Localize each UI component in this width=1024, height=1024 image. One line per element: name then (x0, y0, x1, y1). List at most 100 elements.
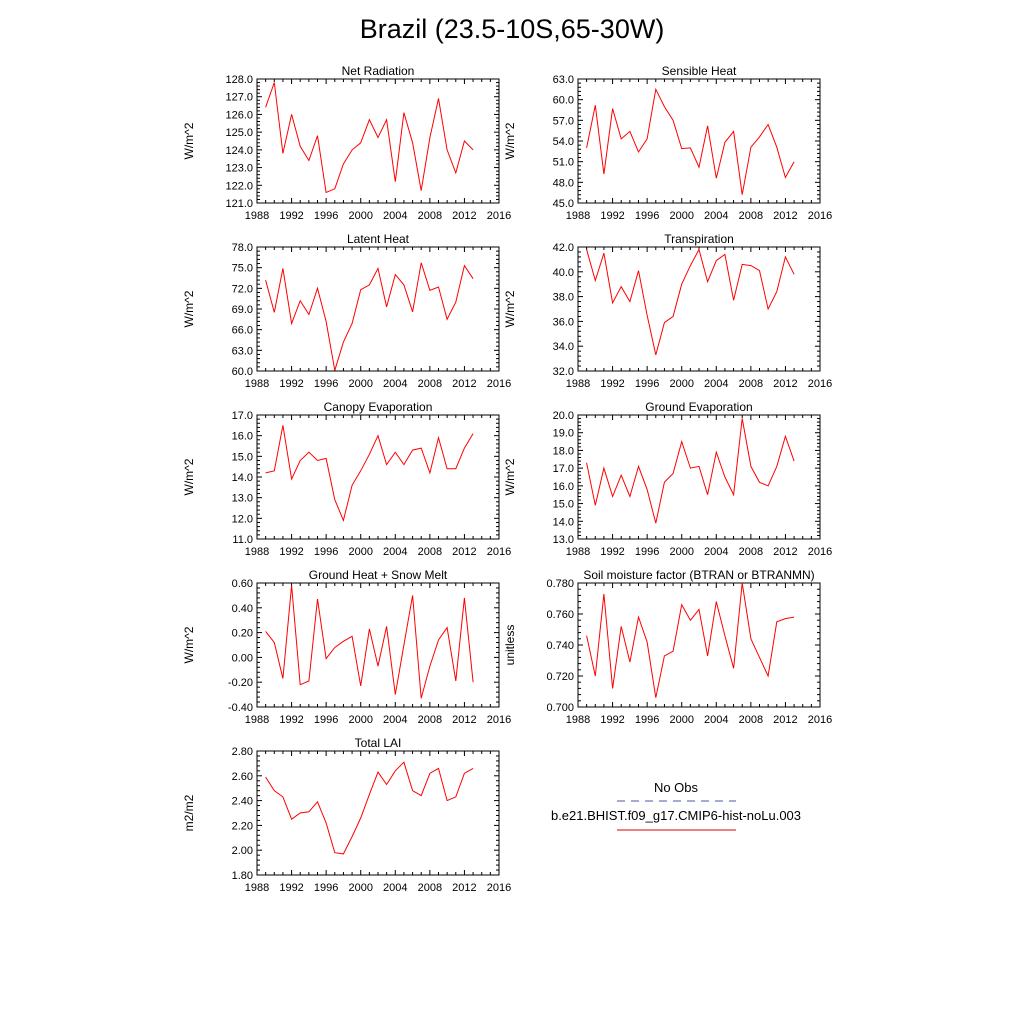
x-tick-label: 1996 (635, 714, 659, 726)
y-tick-label: 32.0 (553, 366, 574, 378)
y-tick-label: 17.0 (553, 463, 574, 475)
x-tick-label: 1992 (279, 546, 303, 558)
x-tick-label: 1988 (566, 546, 590, 558)
x-tick-label: 1992 (279, 210, 303, 222)
y-axis-label: W/m^2 (182, 122, 196, 159)
legend: No Obs b.e21.BHIST.f09_g17.CMIP6-hist-noL… (551, 780, 801, 831)
plot-frame (577, 414, 821, 540)
y-tick-label: 124.0 (225, 145, 253, 157)
x-tick-label: 2008 (739, 210, 763, 222)
y-tick-label: 72.0 (232, 283, 253, 295)
x-tick-label: 2008 (418, 546, 442, 558)
x-tick-label: 1996 (314, 210, 338, 222)
x-tick-label: 2012 (773, 210, 797, 222)
page-title: Brazil (23.5-10S,65-30W) (359, 14, 665, 44)
x-tick-label: 2012 (452, 714, 476, 726)
x-tick-label: 2008 (739, 546, 763, 558)
y-tick-label: 13.0 (553, 534, 574, 546)
plot-frame (577, 78, 821, 204)
y-axis-label: W/m^2 (503, 290, 517, 327)
y-tick-label: 2.00 (232, 845, 253, 857)
y-tick-label: 18.0 (553, 445, 574, 457)
chart-panel-3: Latent Heat W/m^2 1988 1992 1996 2000 2004 2008… (182, 232, 511, 390)
y-tick-label: 75.0 (232, 263, 253, 275)
x-tick-label: 1996 (635, 378, 659, 390)
y-tick-label: 2.60 (232, 771, 253, 783)
y-tick-label: 0.700 (546, 702, 574, 714)
x-tick-label: 2000 (669, 210, 693, 222)
x-tick-label: 2016 (808, 546, 832, 558)
y-tick-label: 57.0 (553, 115, 574, 127)
x-tick-label: 1988 (245, 714, 269, 726)
x-tick-label: 2008 (418, 210, 442, 222)
y-tick-label: 69.0 (232, 304, 253, 316)
legend-label-model: b.e21.BHIST.f09_g17.CMIP6-hist-noLu.003 (551, 808, 801, 823)
series-line (265, 425, 474, 522)
y-tick-label: 2.40 (232, 796, 253, 808)
x-tick-label: 2000 (348, 210, 372, 222)
x-tick-label: 1996 (314, 378, 338, 390)
y-axis-label: W/m^2 (182, 626, 196, 663)
series-line (586, 248, 795, 356)
x-tick-label: 1996 (314, 882, 338, 894)
x-tick-label: 1992 (279, 714, 303, 726)
y-tick-label: 66.0 (232, 325, 253, 337)
plot-frame (256, 78, 500, 204)
y-tick-label: 0.740 (546, 640, 574, 652)
x-tick-label: 2004 (383, 546, 407, 558)
x-tick-label: 2004 (704, 714, 728, 726)
chart-panel-1: Net Radiation W/m^2 1988 1992 1996 2000 2004 20… (182, 64, 511, 222)
y-tick-label: 36.0 (553, 316, 574, 328)
y-tick-label: 38.0 (553, 292, 574, 304)
chart-panel-5: Canopy Evaporation W/m^2 1988 1992 1996 2000 2… (182, 400, 511, 558)
y-tick-label: 0.720 (546, 671, 574, 683)
x-tick-label: 2004 (704, 546, 728, 558)
y-tick-label: 127.0 (225, 92, 253, 104)
y-tick-label: 0.20 (232, 628, 253, 640)
x-tick-label: 2008 (739, 378, 763, 390)
chart-panel-8: Soil moisture factor (BTRAN or BTRANMN) u… (503, 568, 832, 726)
series-line (586, 582, 795, 698)
x-tick-label: 1988 (566, 714, 590, 726)
series-line (265, 82, 474, 194)
x-tick-label: 1996 (635, 210, 659, 222)
x-tick-label: 2008 (418, 714, 442, 726)
y-tick-label: 15.0 (553, 499, 574, 511)
x-tick-label: 1992 (600, 714, 624, 726)
y-tick-label: 63.0 (232, 345, 253, 357)
panel-title: Latent Heat (347, 232, 410, 246)
plot-frame (256, 414, 500, 540)
y-tick-label: 54.0 (553, 136, 574, 148)
x-tick-label: 1988 (245, 378, 269, 390)
y-tick-label: 12.0 (232, 513, 253, 525)
panel-title: Ground Evaporation (645, 400, 752, 414)
legend-label-obs: No Obs (654, 780, 699, 795)
y-tick-label: 20.0 (553, 410, 574, 422)
x-tick-label: 2012 (452, 378, 476, 390)
y-tick-label: 60.0 (232, 366, 253, 378)
y-tick-label: 126.0 (225, 109, 253, 121)
y-tick-label: 1.80 (232, 870, 253, 882)
series-line (265, 262, 474, 371)
y-tick-label: 0.60 (232, 578, 253, 590)
x-tick-label: 1988 (245, 210, 269, 222)
y-tick-label: 125.0 (225, 127, 253, 139)
x-tick-label: 2016 (487, 882, 511, 894)
x-tick-label: 2012 (452, 546, 476, 558)
x-tick-label: 1996 (314, 714, 338, 726)
y-tick-label: 34.0 (553, 341, 574, 353)
y-axis-label: W/m^2 (182, 290, 196, 327)
y-tick-label: 17.0 (232, 410, 253, 422)
x-tick-label: 1988 (566, 378, 590, 390)
series-line (586, 418, 795, 524)
x-tick-label: 2016 (487, 210, 511, 222)
x-tick-label: 2004 (383, 210, 407, 222)
x-tick-label: 2004 (383, 378, 407, 390)
x-tick-label: 2004 (704, 378, 728, 390)
y-tick-label: 51.0 (553, 157, 574, 169)
x-tick-label: 2000 (669, 714, 693, 726)
series-line (265, 585, 474, 699)
x-tick-label: 2012 (773, 378, 797, 390)
y-tick-label: 121.0 (225, 198, 253, 210)
x-tick-label: 2012 (773, 546, 797, 558)
